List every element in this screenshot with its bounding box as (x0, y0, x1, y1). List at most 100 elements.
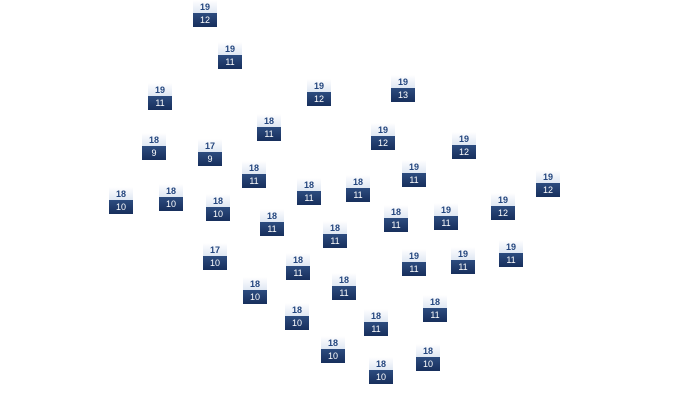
high-temperature: 19 (491, 193, 515, 206)
temperature-marker[interactable]: 18 11 (364, 309, 388, 336)
low-temperature: 11 (384, 218, 408, 232)
low-temperature: 11 (257, 127, 281, 141)
high-temperature: 17 (198, 139, 222, 152)
low-temperature: 10 (206, 207, 230, 221)
low-temperature: 11 (346, 188, 370, 202)
temperature-marker[interactable]: 18 11 (260, 209, 284, 236)
low-temperature: 11 (148, 96, 172, 110)
low-temperature: 11 (451, 260, 475, 274)
high-temperature: 18 (332, 273, 356, 286)
low-temperature: 9 (142, 146, 166, 160)
temperature-marker[interactable]: 18 10 (369, 357, 393, 384)
low-temperature: 12 (536, 183, 560, 197)
high-temperature: 18 (346, 175, 370, 188)
high-temperature: 19 (402, 249, 426, 262)
high-temperature: 18 (286, 253, 310, 266)
low-temperature: 13 (391, 88, 415, 102)
high-temperature: 19 (499, 240, 523, 253)
high-temperature: 19 (434, 203, 458, 216)
temperature-marker[interactable]: 19 11 (402, 160, 426, 187)
high-temperature: 19 (371, 123, 395, 136)
temperature-marker[interactable]: 18 11 (286, 253, 310, 280)
low-temperature: 11 (286, 266, 310, 280)
high-temperature: 18 (369, 357, 393, 370)
temperature-marker[interactable]: 19 11 (218, 42, 242, 69)
high-temperature: 17 (203, 243, 227, 256)
temperature-marker[interactable]: 17 10 (203, 243, 227, 270)
temperature-marker[interactable]: 19 11 (451, 247, 475, 274)
high-temperature: 18 (416, 344, 440, 357)
low-temperature: 11 (402, 173, 426, 187)
temperature-marker[interactable]: 19 13 (391, 75, 415, 102)
low-temperature: 10 (243, 290, 267, 304)
high-temperature: 19 (402, 160, 426, 173)
temperature-marker[interactable]: 19 12 (193, 0, 217, 27)
high-temperature: 19 (193, 0, 217, 13)
low-temperature: 12 (193, 13, 217, 27)
low-temperature: 10 (321, 349, 345, 363)
high-temperature: 18 (323, 221, 347, 234)
low-temperature: 10 (109, 200, 133, 214)
high-temperature: 18 (423, 295, 447, 308)
temperature-marker[interactable]: 18 11 (323, 221, 347, 248)
temperature-marker[interactable]: 19 12 (491, 193, 515, 220)
low-temperature: 10 (203, 256, 227, 270)
high-temperature: 19 (148, 83, 172, 96)
low-temperature: 12 (371, 136, 395, 150)
low-temperature: 11 (297, 191, 321, 205)
high-temperature: 18 (285, 303, 309, 316)
temperature-marker[interactable]: 19 12 (371, 123, 395, 150)
high-temperature: 18 (159, 184, 183, 197)
temperature-marker[interactable]: 18 9 (142, 133, 166, 160)
temperature-marker[interactable]: 19 12 (452, 132, 476, 159)
low-temperature: 11 (332, 286, 356, 300)
temperature-marker[interactable]: 18 11 (423, 295, 447, 322)
high-temperature: 18 (321, 336, 345, 349)
high-temperature: 19 (218, 42, 242, 55)
low-temperature: 10 (159, 197, 183, 211)
high-temperature: 19 (391, 75, 415, 88)
temperature-marker[interactable]: 18 11 (346, 175, 370, 202)
high-temperature: 19 (451, 247, 475, 260)
temperature-marker[interactable]: 19 11 (434, 203, 458, 230)
low-temperature: 11 (499, 253, 523, 267)
low-temperature: 10 (369, 370, 393, 384)
temperature-marker[interactable]: 18 10 (243, 277, 267, 304)
temperature-marker[interactable]: 18 10 (321, 336, 345, 363)
temperature-marker[interactable]: 18 10 (285, 303, 309, 330)
temperature-marker[interactable]: 18 11 (297, 178, 321, 205)
temperature-marker[interactable]: 18 10 (206, 194, 230, 221)
high-temperature: 19 (536, 170, 560, 183)
temperature-marker[interactable]: 19 11 (499, 240, 523, 267)
high-temperature: 18 (242, 161, 266, 174)
temperature-marker[interactable]: 18 10 (416, 344, 440, 371)
temperature-marker[interactable]: 18 11 (242, 161, 266, 188)
low-temperature: 10 (416, 357, 440, 371)
high-temperature: 19 (307, 79, 331, 92)
low-temperature: 11 (260, 222, 284, 236)
low-temperature: 11 (323, 234, 347, 248)
temperature-marker[interactable]: 19 11 (148, 83, 172, 110)
temperature-marker[interactable]: 19 11 (402, 249, 426, 276)
low-temperature: 12 (307, 92, 331, 106)
low-temperature: 11 (423, 308, 447, 322)
low-temperature: 11 (242, 174, 266, 188)
temperature-marker[interactable]: 18 10 (109, 187, 133, 214)
high-temperature: 18 (257, 114, 281, 127)
temperature-marker[interactable]: 17 9 (198, 139, 222, 166)
high-temperature: 18 (260, 209, 284, 222)
temperature-marker[interactable]: 19 12 (307, 79, 331, 106)
temperature-marker[interactable]: 18 11 (384, 205, 408, 232)
high-temperature: 18 (364, 309, 388, 322)
temperature-marker[interactable]: 18 10 (159, 184, 183, 211)
low-temperature: 11 (402, 262, 426, 276)
high-temperature: 18 (243, 277, 267, 290)
low-temperature: 11 (218, 55, 242, 69)
low-temperature: 11 (364, 322, 388, 336)
high-temperature: 18 (142, 133, 166, 146)
temperature-marker[interactable]: 18 11 (332, 273, 356, 300)
low-temperature: 12 (452, 145, 476, 159)
high-temperature: 19 (452, 132, 476, 145)
temperature-marker[interactable]: 18 11 (257, 114, 281, 141)
temperature-marker[interactable]: 19 12 (536, 170, 560, 197)
